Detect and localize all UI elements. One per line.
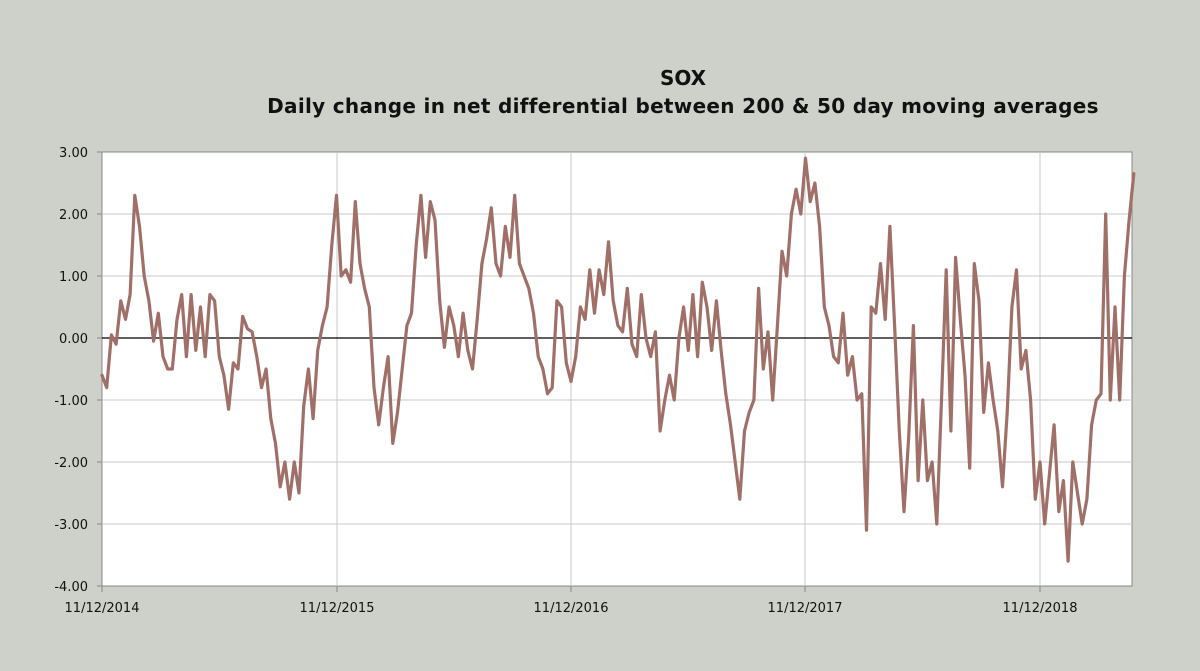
x-tick-label: 11/12/2014 — [65, 601, 140, 616]
y-tick-label: -1.00 — [54, 394, 88, 409]
series-layer — [100, 156, 1136, 563]
plot-area — [101, 151, 1133, 587]
series-line — [100, 156, 1136, 563]
x-axis-ticks: 11/12/2014 11/12/2015 11/12/2016 11/12/2017… — [65, 586, 1078, 616]
x-tick-label: 11/12/2016 — [534, 601, 609, 616]
y-tick-label: 1.00 — [59, 270, 88, 285]
x-tick-label: 11/12/2015 — [300, 601, 375, 616]
chart-title: SOX — [659, 66, 707, 90]
y-tick-label: -2.00 — [54, 456, 88, 471]
y-tick-label: 3.00 — [59, 146, 88, 161]
y-axis-ticks: 3.00 2.00 1.00 0.00 -1.00 -2.00 -3.00 -4.00 — [54, 146, 102, 595]
x-tick-label: 11/12/2017 — [768, 601, 843, 616]
y-tick-label: 2.00 — [59, 208, 88, 223]
y-tick-label: -3.00 — [54, 518, 88, 533]
y-tick-label: -4.00 — [54, 580, 88, 595]
y-tick-label: 0.00 — [59, 332, 88, 347]
x-tick-label: 11/12/2018 — [1003, 601, 1078, 616]
chart-subtitle: Daily change in net differential between… — [267, 94, 1099, 118]
